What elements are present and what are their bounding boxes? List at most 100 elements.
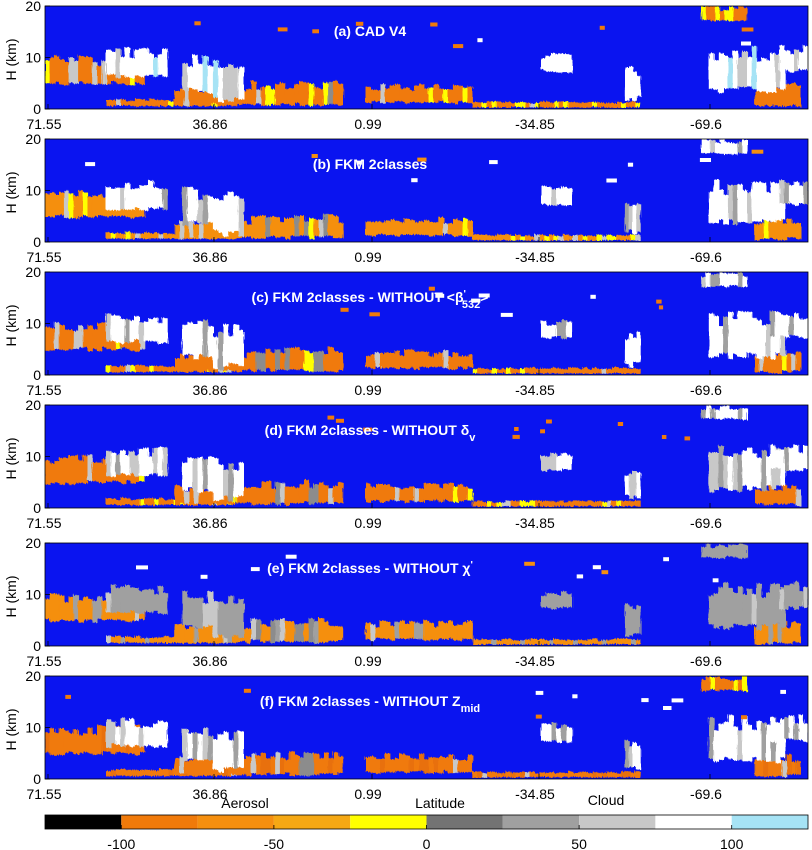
feature-streak — [110, 315, 116, 341]
feature-streak — [187, 322, 194, 355]
feature-streak — [728, 6, 734, 22]
feature-speck — [576, 574, 584, 579]
feature-streak — [592, 236, 598, 241]
feature-streak — [208, 756, 214, 775]
feature-streak — [727, 311, 734, 359]
feature-streak — [143, 48, 149, 76]
feature-streak — [270, 216, 276, 236]
feature-streak — [544, 640, 550, 645]
feature-streak — [636, 605, 641, 634]
feature-streak — [719, 678, 725, 690]
panel-title: (e) FKM 2classes - WITHOUT χ' — [267, 560, 473, 577]
feature-streak — [78, 460, 84, 483]
feature-streak — [49, 57, 55, 84]
feature-streak — [780, 317, 786, 357]
feature-streak — [134, 327, 140, 352]
feature-streak — [313, 351, 320, 372]
feature-streak — [418, 623, 425, 640]
feature-streak — [414, 759, 420, 772]
feature-streak — [110, 188, 116, 210]
feature-streak — [438, 487, 444, 502]
feature-streak — [375, 627, 381, 638]
feature-streak — [769, 444, 776, 469]
feature-streak — [246, 487, 252, 503]
feature-streak — [82, 596, 89, 621]
x-tick-label: 0.99 — [354, 382, 381, 398]
feature-streak — [705, 543, 711, 557]
feature-streak — [788, 185, 795, 204]
feature-streak — [779, 45, 785, 72]
feature-streak — [784, 50, 790, 71]
feature-streak — [737, 272, 743, 288]
feature-streak — [472, 501, 478, 507]
feature-streak — [337, 626, 344, 641]
feature-streak — [370, 354, 376, 369]
feature-streak — [203, 221, 209, 239]
colorbar-tick-label: -100 — [107, 836, 135, 850]
feature-streak — [525, 235, 531, 241]
feature-streak — [124, 585, 131, 613]
feature-streak — [628, 206, 634, 230]
feature-streak — [82, 56, 89, 84]
feature-streak — [143, 589, 149, 612]
feature-streak — [791, 621, 797, 642]
feature-streak — [323, 354, 329, 372]
feature-streak — [713, 179, 719, 223]
feature-streak — [73, 61, 79, 84]
feature-streak — [148, 318, 154, 342]
feature-streak — [101, 60, 107, 85]
feature-streak — [197, 199, 204, 223]
feature-streak — [606, 640, 612, 645]
feature-streak — [520, 102, 526, 108]
feature-speck — [540, 429, 545, 434]
feature-streak — [563, 502, 569, 507]
feature-streak — [197, 321, 204, 355]
feature-speck — [194, 21, 201, 26]
feature-speck — [592, 565, 601, 570]
x-tick-label: 0.99 — [354, 786, 381, 802]
feature-streak — [414, 222, 420, 235]
feature-streak — [168, 233, 174, 239]
feature-streak — [409, 621, 415, 639]
feature-streak — [477, 771, 483, 778]
feature-streak — [125, 365, 131, 372]
feature-streak — [714, 410, 721, 419]
feature-streak — [68, 193, 74, 219]
feature-speck — [535, 714, 542, 719]
feature-layer — [45, 6, 809, 108]
feature-streak — [793, 313, 800, 336]
feature-streak — [212, 336, 219, 369]
feature-streak — [525, 502, 531, 507]
feature-streak — [370, 89, 376, 101]
feature-streak — [510, 772, 516, 778]
feature-streak — [241, 220, 247, 238]
feature-streak — [380, 222, 386, 235]
feature-streak — [553, 235, 560, 241]
feature-streak — [763, 490, 769, 506]
heatmap-panel-f: (f) FKM 2classes - WITHOUT Zmid 0 10 20 H (k… — [3, 668, 809, 802]
feature-streak — [198, 354, 204, 373]
feature-streak — [723, 721, 729, 758]
feature-streak — [769, 53, 776, 72]
feature-streak — [228, 463, 234, 502]
x-axis-label: Latitude — [415, 795, 465, 811]
heatmap-panel-a: (a) CAD V4 0 10 20 H (km) 71.55 36.86 0.99 -34.8… — [3, 0, 809, 132]
feature-streak — [448, 356, 454, 370]
feature-streak — [197, 597, 204, 629]
feature-streak — [462, 486, 469, 501]
feature-streak — [87, 196, 93, 218]
feature-streak — [174, 91, 181, 105]
feature-streak — [251, 486, 257, 506]
feature-streak — [713, 730, 719, 762]
feature-streak — [270, 488, 276, 503]
feature-streak — [148, 727, 154, 746]
feature-streak — [457, 484, 464, 502]
feature-streak — [120, 234, 126, 239]
y-tick-label: 10 — [25, 720, 41, 736]
feature-streak — [418, 84, 425, 103]
feature-streak — [328, 625, 334, 642]
feature-streak — [481, 102, 488, 108]
feature-streak — [443, 89, 449, 103]
feature-streak — [223, 603, 229, 639]
feature-streak — [632, 742, 637, 767]
